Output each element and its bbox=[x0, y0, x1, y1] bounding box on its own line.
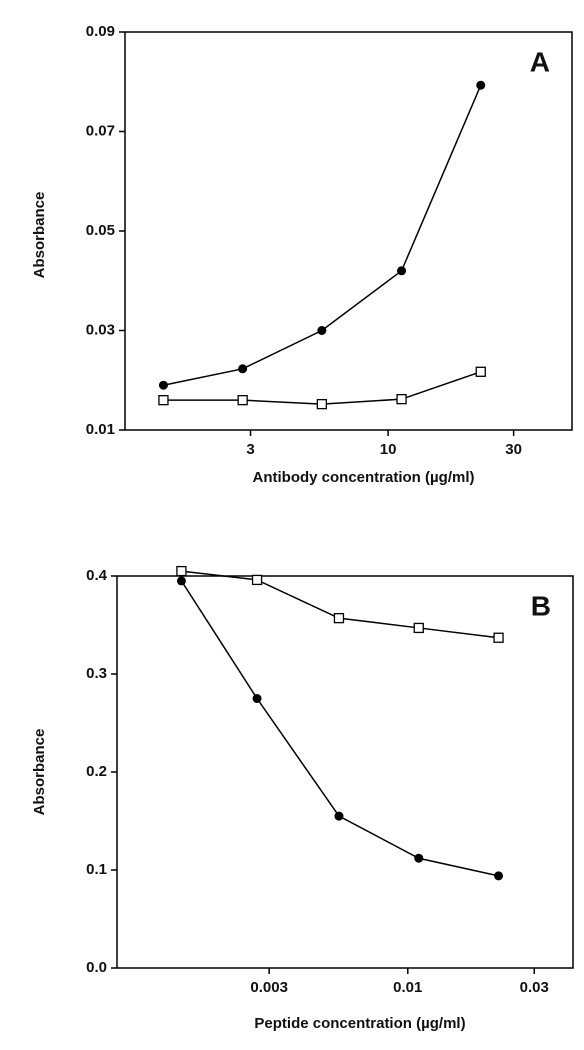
marker bbox=[238, 364, 248, 374]
panel-letter: A bbox=[530, 46, 550, 77]
y-tick-label: 0.4 bbox=[86, 567, 108, 584]
x-tick-label: 30 bbox=[505, 441, 522, 458]
marker bbox=[251, 574, 263, 586]
marker bbox=[414, 853, 424, 863]
marker bbox=[158, 394, 169, 406]
x-tick-label: 3 bbox=[246, 441, 254, 458]
marker bbox=[158, 380, 168, 390]
plot-frame bbox=[124, 31, 573, 431]
y-tick-label: 0.01 bbox=[86, 421, 115, 438]
y-axis-label: Absorbance bbox=[31, 729, 48, 816]
marker bbox=[397, 266, 407, 276]
y-tick-label: 0.2 bbox=[86, 763, 107, 780]
x-tick-label: 0.01 bbox=[393, 979, 422, 996]
marker bbox=[316, 398, 327, 410]
x-axis-label: Peptide concentration (µg/ml) bbox=[254, 1015, 465, 1032]
series-line bbox=[163, 84, 482, 386]
marker bbox=[396, 394, 407, 405]
x-axis-label: Antibody concentration (µg/ml) bbox=[253, 469, 475, 486]
marker bbox=[176, 576, 186, 586]
marker bbox=[476, 80, 486, 90]
marker bbox=[252, 694, 262, 703]
y-tick-label: 0.05 bbox=[86, 222, 115, 239]
marker bbox=[334, 811, 344, 821]
marker bbox=[493, 632, 504, 643]
plot-frame bbox=[116, 575, 574, 969]
marker bbox=[317, 326, 327, 335]
x-tick-label: 0.03 bbox=[520, 979, 549, 996]
marker bbox=[176, 565, 187, 577]
x-tick-label: 0.003 bbox=[250, 979, 288, 996]
y-tick-label: 0.3 bbox=[86, 665, 107, 682]
marker bbox=[237, 394, 248, 406]
y-tick-label: 0.0 bbox=[86, 959, 107, 976]
marker bbox=[475, 366, 486, 377]
marker bbox=[413, 622, 424, 634]
y-tick-label: 0.09 bbox=[86, 23, 115, 40]
y-tick-label: 0.07 bbox=[86, 122, 115, 139]
x-tick-label: 10 bbox=[380, 441, 397, 458]
y-tick-label: 0.1 bbox=[86, 861, 107, 878]
panel-letter: B bbox=[531, 590, 551, 621]
marker bbox=[494, 871, 504, 881]
y-tick-label: 0.03 bbox=[86, 321, 115, 338]
marker bbox=[333, 612, 345, 624]
y-axis-label: Absorbance bbox=[31, 192, 48, 279]
series-line bbox=[181, 570, 499, 639]
series-line bbox=[180, 580, 499, 877]
